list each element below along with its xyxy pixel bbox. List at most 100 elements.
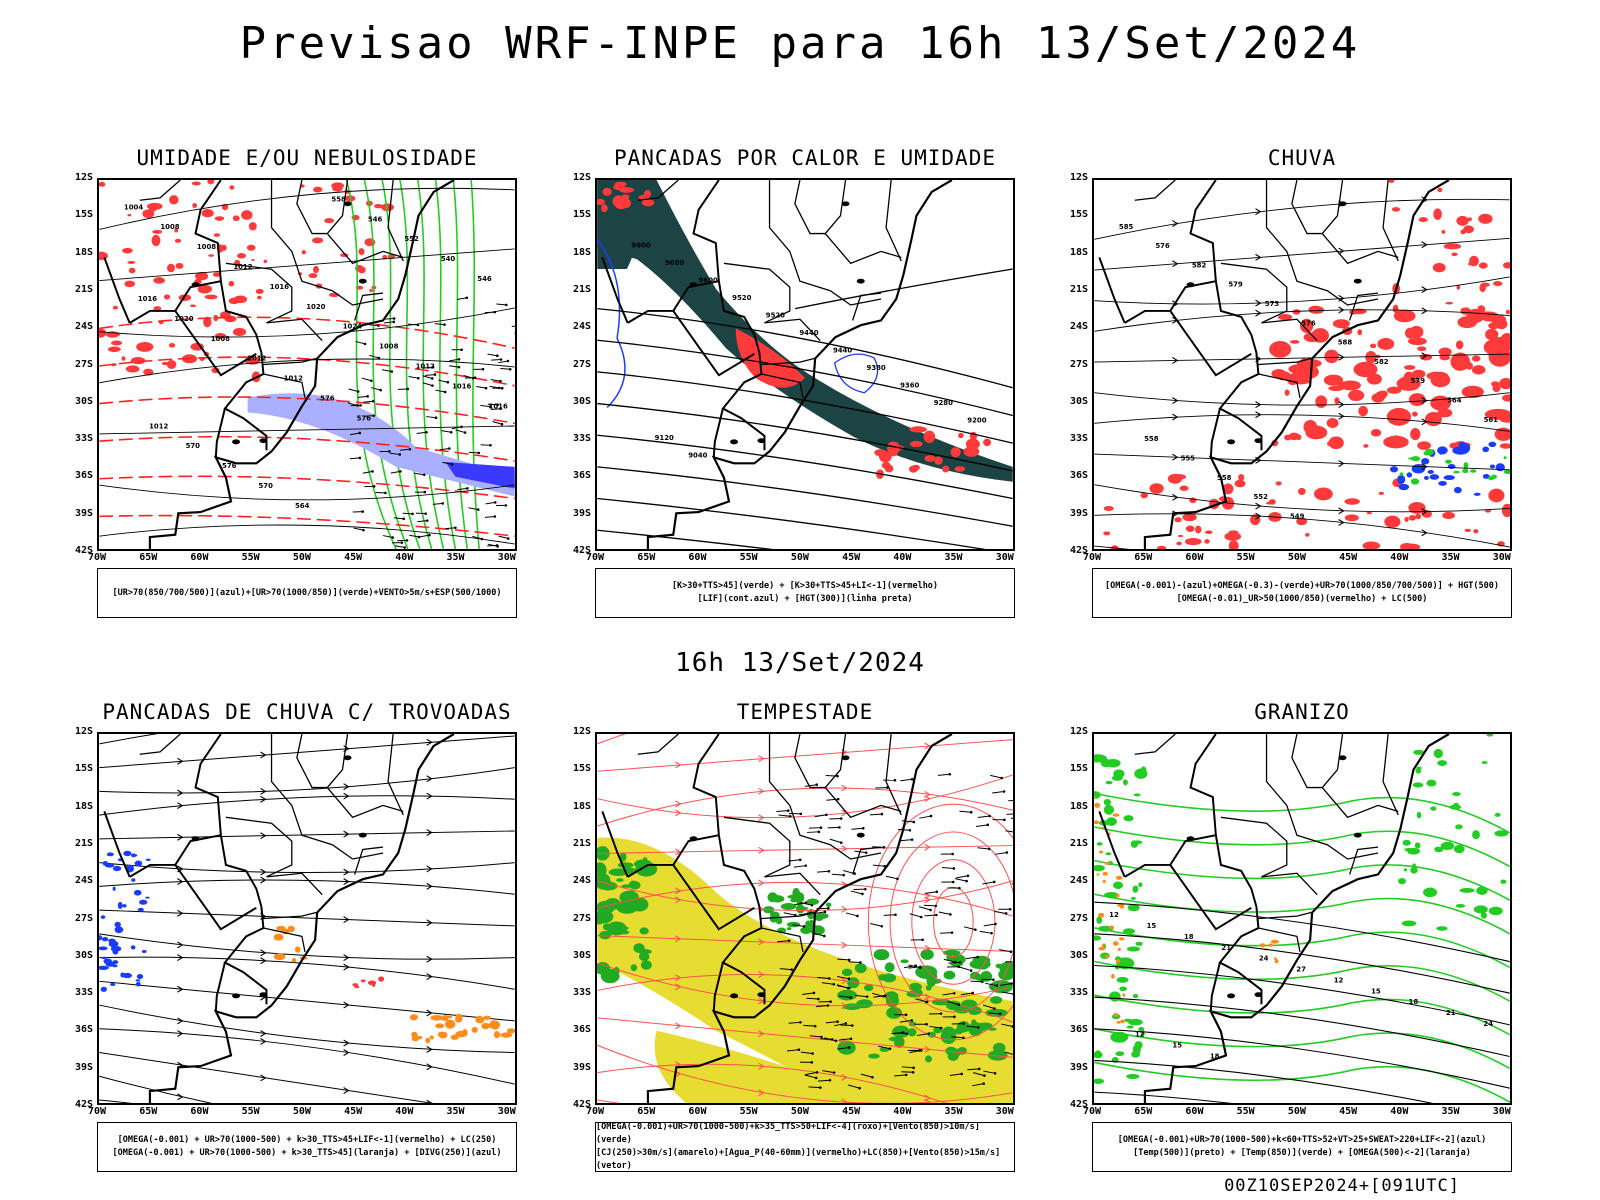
wind850-vector: [982, 881, 995, 885]
map-canvas[interactable]: 1004 1008 1008 1012 1016 1020 1024 1008 1012 1016…: [99, 180, 515, 549]
humidity-red-patch: [228, 280, 235, 287]
rain-red-patch: [1204, 530, 1213, 535]
lat-tick-label: 15S: [74, 209, 93, 221]
wind850-vector-head: [812, 991, 816, 995]
map-area[interactable]: 1004 1008 1008 1012 1016 1020 1024 1008 1012 1016…: [97, 178, 517, 551]
wind-vector-head: [443, 323, 446, 326]
omega-blue-patch: [1427, 469, 1434, 474]
wind850-vector-head: [990, 931, 993, 935]
hgt500-streamline: [1094, 237, 1510, 271]
omega500-orange-patch: [1104, 861, 1110, 865]
temp850-green-patch: [1481, 761, 1488, 764]
divg250-blue-patch: [110, 945, 122, 952]
temp500-contour: [1094, 1091, 1233, 1103]
wind850-vector-head: [1000, 776, 1004, 780]
wind850-vector: [851, 827, 864, 830]
lat-tick-label: 15S: [74, 763, 93, 775]
wind-vector: [383, 321, 394, 324]
lake-patch: [730, 993, 739, 999]
rain-red-patch: [1298, 487, 1306, 496]
wind850-green-patch: [825, 902, 832, 908]
map-area[interactable]: [97, 732, 517, 1105]
wind-vector-head: [495, 354, 499, 357]
lat-tick-label: 18S: [1069, 800, 1088, 812]
state-border: [266, 872, 323, 896]
wind850-vector: [967, 1068, 980, 1071]
wind850-vector: [860, 1073, 873, 1078]
humidity-red-patch: [207, 180, 215, 185]
wind-vector-head: [358, 456, 362, 460]
wind850-vector: [778, 814, 791, 817]
humidity-red-patch: [130, 357, 146, 365]
k-tts-li-red-patch: [942, 465, 950, 473]
wind-vector-head: [422, 473, 426, 477]
map-area[interactable]: [595, 732, 1015, 1105]
lat-tick-label: 39S: [74, 1061, 93, 1073]
lat-tick-label: 15S: [572, 209, 591, 221]
rain-red-patch: [1479, 283, 1486, 293]
omega-blue-patch: [1406, 472, 1413, 478]
thunder-orange-patch: [291, 957, 297, 963]
wind850-vector: [924, 914, 937, 917]
humidity-red-patch: [136, 341, 154, 352]
wind850-vector: [972, 1072, 985, 1077]
omega500-orange-patch: [1115, 875, 1123, 880]
humidity-red-patch: [301, 250, 306, 255]
rain-red-patch: [1499, 443, 1510, 449]
panel-title: PANCADAS POR CALOR E UMIDADE: [613, 146, 996, 170]
wind-vector-head: [489, 444, 492, 447]
wind-vector: [500, 368, 511, 370]
wind-vector: [393, 517, 404, 520]
map-canvas[interactable]: [99, 734, 515, 1103]
wind850-green-patch: [920, 949, 934, 960]
map-area[interactable]: 12 15 18 21 24 27 12 15 18 21 24 12 15 18: [1092, 732, 1512, 1105]
wind850-vector: [878, 1045, 891, 1050]
hgt500-streamline: [1094, 353, 1510, 363]
lon-tick-label: 40W: [893, 1106, 912, 1117]
wind850-green-patch: [639, 927, 649, 935]
temp850-green-patch: [1100, 758, 1112, 768]
country-border: [692, 734, 761, 907]
omega-green-patch: [1399, 472, 1404, 476]
map-canvas[interactable]: [597, 734, 1013, 1103]
contour-label: 579: [1228, 281, 1243, 289]
wind-vector: [381, 369, 392, 373]
wind850-green-patch: [620, 926, 629, 930]
temp850-green-patch: [1094, 864, 1105, 872]
wind850-vector-head: [960, 1072, 964, 1076]
hgt500-streamline-arrow: [1421, 397, 1428, 405]
ur-1000-850-contour: [363, 180, 409, 549]
map-area[interactable]: 9600 9600 9600 9520 9520 9440 9440 9380 9360 9280…: [595, 178, 1015, 551]
isobar: [99, 524, 515, 545]
temp850-green-patch: [1126, 1073, 1140, 1079]
wind-vector: [439, 448, 450, 451]
humidity-red-patch: [212, 272, 221, 277]
state-border: [263, 927, 306, 952]
k-tts-li-red-patch: [950, 447, 961, 458]
omega-blue-patch: [1447, 464, 1456, 469]
k-tts-li-red-area: [735, 328, 805, 388]
map-area[interactable]: 585 576 582 579 573 576 588 582 579 564 561 558 555 5…: [1092, 178, 1512, 551]
lc250-streamline-arrow: [426, 882, 433, 890]
omega-green-patch: [1424, 448, 1434, 456]
lc850-streamline-arrow: [675, 761, 682, 769]
state-border: [637, 734, 679, 755]
wind850-vector-head: [1003, 818, 1006, 822]
temp850-green-patch: [1412, 782, 1424, 788]
lake-patch: [1186, 836, 1195, 842]
map-canvas[interactable]: 12 15 18 21 24 27 12 15 18 21 24 12 15 18: [1094, 734, 1510, 1103]
contour-label: 12: [1334, 976, 1344, 984]
lake-patch: [358, 832, 367, 838]
state-border: [824, 787, 902, 819]
wind850-vector-head: [982, 1082, 986, 1085]
legend-line: [CJ(250)>30m/s](amarelo)+[Agua_P(40-60mm…: [596, 1148, 1001, 1171]
contour-label: 9360: [900, 382, 919, 390]
map-canvas[interactable]: 9600 9600 9600 9520 9520 9440 9440 9380 9360 9280…: [597, 180, 1013, 549]
omega500-orange-patch: [1122, 993, 1126, 997]
wind-vector: [472, 535, 482, 540]
wind-vector-head: [457, 357, 461, 361]
lon-tick-label: 50W: [1287, 1106, 1306, 1117]
lon-tick-label: 60W: [190, 1106, 209, 1117]
map-canvas[interactable]: 585 576 582 579 573 576 588 582 579 564 561 558 555 5…: [1094, 180, 1510, 549]
lc250-streamline-arrow: [343, 878, 350, 886]
